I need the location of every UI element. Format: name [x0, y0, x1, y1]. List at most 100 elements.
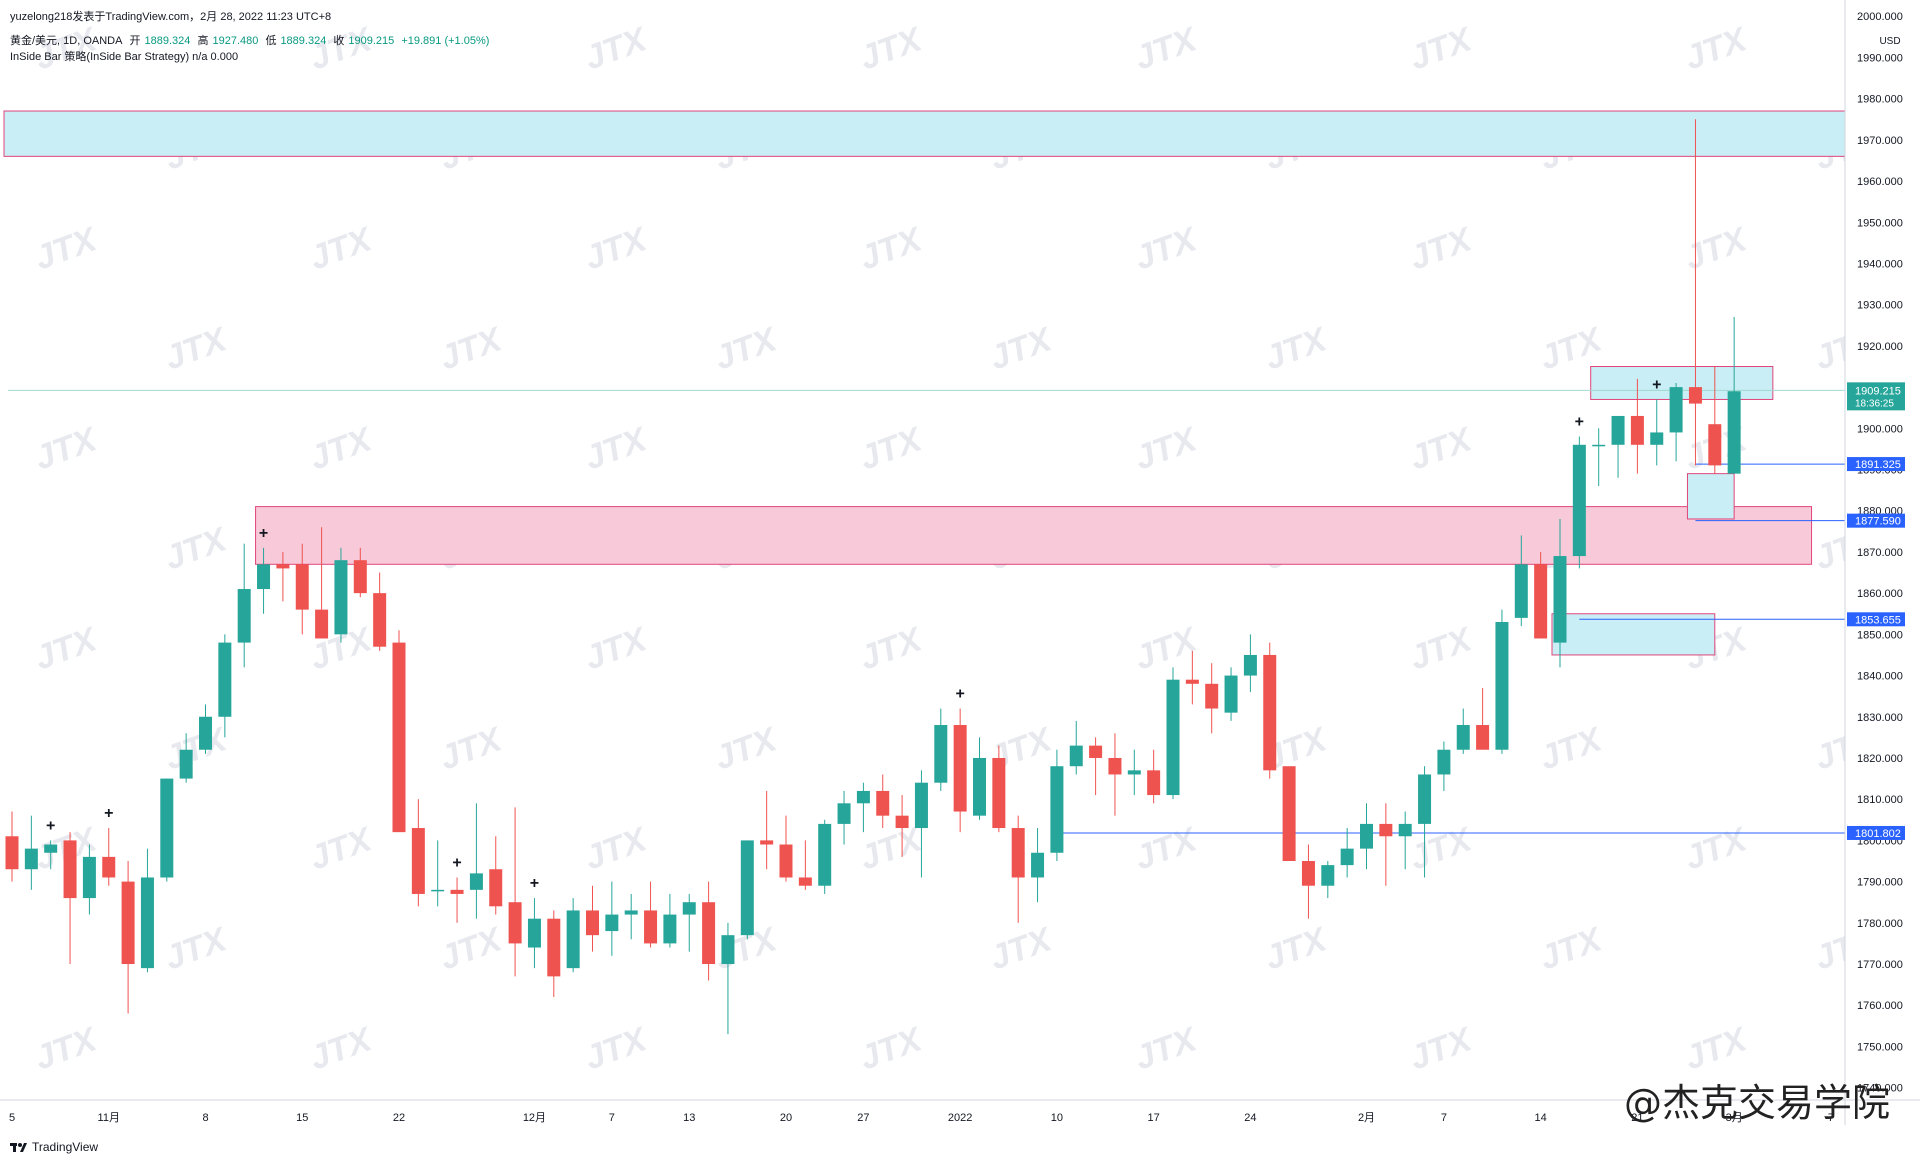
candle-body[interactable]	[934, 725, 948, 783]
candle-body[interactable]	[1321, 865, 1335, 886]
zone-blue[interactable]	[1551, 613, 1716, 656]
candle-body[interactable]	[1031, 852, 1045, 878]
candle-body[interactable]	[1650, 432, 1664, 445]
candle-body[interactable]	[1708, 424, 1722, 466]
candle-body[interactable]	[102, 856, 116, 878]
candle-body[interactable]	[682, 902, 696, 915]
candle-body[interactable]	[1263, 654, 1277, 771]
candle-body[interactable]	[1301, 860, 1315, 886]
candle-body[interactable]	[44, 844, 58, 853]
candle-body[interactable]	[1727, 391, 1741, 474]
candle-body[interactable]	[547, 918, 561, 977]
candle-body[interactable]	[566, 910, 580, 969]
candle-body[interactable]	[140, 877, 154, 969]
candle-body[interactable]	[663, 914, 677, 944]
candle-body[interactable]	[1340, 848, 1354, 866]
candle-body[interactable]	[895, 815, 909, 829]
candle-body[interactable]	[1108, 757, 1122, 775]
candle-body[interactable]	[876, 790, 890, 816]
candle-body[interactable]	[1534, 564, 1548, 639]
candle-body[interactable]	[779, 844, 793, 878]
candle-body[interactable]	[1224, 675, 1238, 713]
candle-body[interactable]	[218, 642, 232, 717]
candle-body[interactable]	[1205, 683, 1219, 709]
tradingview-logo[interactable]: TradingView	[10, 1140, 98, 1154]
candle-body[interactable]	[1572, 444, 1586, 557]
candle-body[interactable]	[24, 848, 38, 870]
candle-body[interactable]	[1166, 679, 1180, 796]
candle-body[interactable]	[527, 918, 541, 948]
candle-body[interactable]	[199, 716, 212, 750]
candle-body[interactable]	[973, 757, 986, 816]
candle-body[interactable]	[1630, 415, 1644, 445]
candle-body[interactable]	[605, 914, 619, 932]
candle-body[interactable]	[411, 828, 425, 894]
candle-body[interactable]	[1011, 828, 1025, 878]
candle-body[interactable]	[992, 757, 1006, 829]
candle-body[interactable]	[1514, 564, 1528, 618]
candle-body[interactable]	[295, 564, 309, 610]
zone-pink[interactable]	[255, 506, 1813, 565]
candle-body[interactable]	[953, 725, 967, 812]
candle-body[interactable]	[1688, 387, 1702, 404]
candle-body[interactable]	[160, 778, 174, 878]
candle-body[interactable]	[276, 564, 290, 569]
candle-body[interactable]	[315, 609, 329, 639]
candle-body[interactable]	[818, 823, 832, 886]
zone-blue[interactable]	[1686, 473, 1735, 520]
candle-body[interactable]	[1495, 621, 1509, 750]
candle-body[interactable]	[721, 935, 735, 965]
candle-body[interactable]	[1437, 749, 1451, 775]
candle-body[interactable]	[1553, 556, 1567, 643]
symbol-ohlc-line: 黄金/美元, 1D, OANDA 开 1889.324 高 1927.480 低 18…	[10, 32, 493, 48]
candle-body[interactable]	[121, 881, 135, 965]
zone-blue[interactable]	[3, 110, 1871, 157]
candle-body[interactable]	[1669, 387, 1683, 433]
candle-body[interactable]	[450, 889, 464, 894]
candle-body[interactable]	[1185, 679, 1199, 684]
candle-body[interactable]	[5, 836, 19, 870]
candle-body[interactable]	[1360, 823, 1373, 849]
candle-body[interactable]	[1069, 745, 1083, 767]
candle-body[interactable]	[1379, 823, 1393, 837]
candle-body[interactable]	[1456, 725, 1470, 750]
indicator-legend[interactable]: InSide Bar 策略(InSide Bar Strategy) n/a 0…	[10, 51, 239, 63]
candle-body[interactable]	[508, 902, 522, 944]
candle-body[interactable]	[837, 803, 851, 824]
candle-body[interactable]	[798, 877, 812, 886]
candle-body[interactable]	[856, 790, 870, 804]
candle-body[interactable]	[740, 840, 754, 936]
candle-body[interactable]	[431, 889, 445, 892]
candle-body[interactable]	[624, 910, 638, 915]
candle-body[interactable]	[1089, 745, 1103, 758]
candle-body[interactable]	[334, 560, 348, 635]
candle-body[interactable]	[1476, 725, 1490, 750]
candle-body[interactable]	[1127, 770, 1141, 775]
candle-body[interactable]	[469, 873, 483, 890]
candle-body[interactable]	[914, 782, 928, 829]
candle-body[interactable]	[373, 593, 387, 647]
candle-body[interactable]	[237, 589, 251, 643]
candle-body[interactable]	[63, 840, 77, 899]
candle-body[interactable]	[644, 910, 658, 944]
candle-body[interactable]	[82, 856, 96, 899]
candle-body[interactable]	[1611, 415, 1625, 445]
candle-body[interactable]	[179, 749, 193, 779]
price-axis[interactable]	[1845, 0, 1920, 1125]
candle-body[interactable]	[760, 840, 774, 845]
candle-body[interactable]	[257, 564, 271, 590]
candle-body[interactable]	[1592, 444, 1606, 447]
candle-body[interactable]	[1282, 766, 1296, 861]
candle-body[interactable]	[1243, 654, 1257, 676]
candle-body[interactable]	[1050, 766, 1064, 853]
candle-body[interactable]	[1147, 770, 1161, 796]
candle-body[interactable]	[1398, 823, 1412, 837]
candle-body[interactable]	[586, 910, 599, 936]
candle-body[interactable]	[392, 642, 406, 833]
symbol-label[interactable]: 黄金/美元, 1D, OANDA	[10, 35, 123, 47]
candle-body[interactable]	[489, 869, 503, 907]
candle-body[interactable]	[353, 560, 367, 594]
candle-body[interactable]	[702, 902, 716, 965]
candle-body[interactable]	[1418, 774, 1432, 824]
